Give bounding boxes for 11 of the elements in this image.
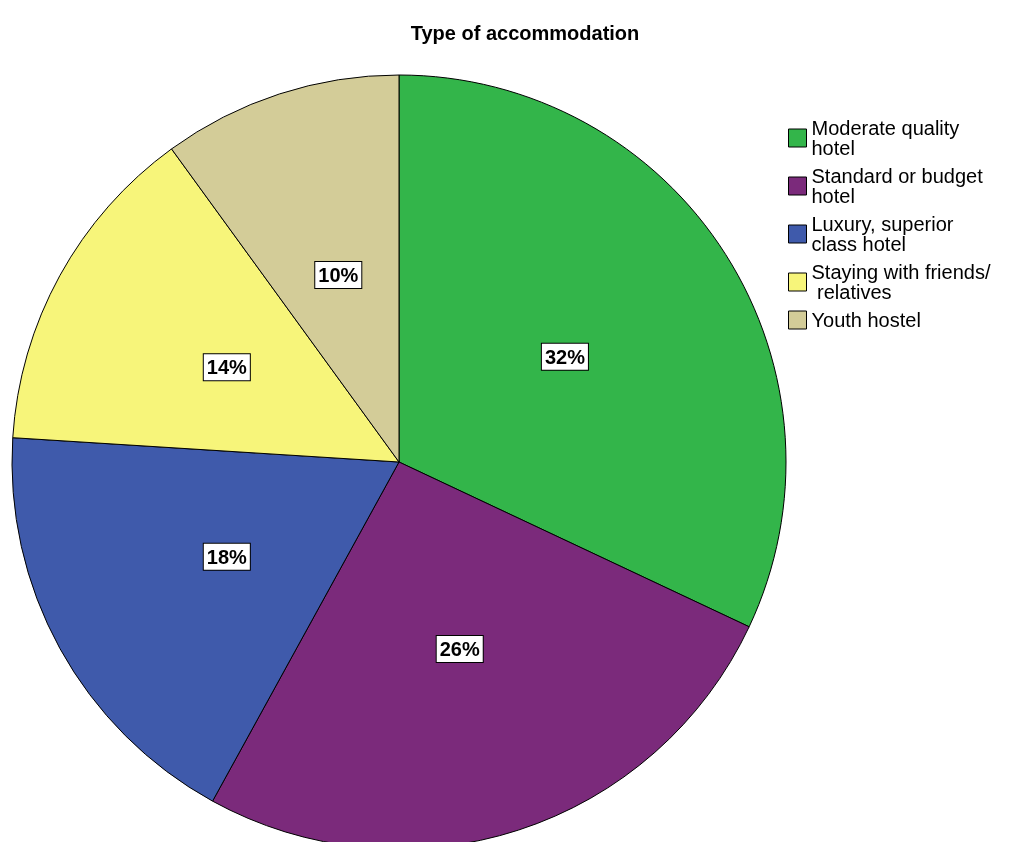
data-label: 10%	[318, 264, 359, 287]
data-label: 14%	[206, 356, 248, 379]
legend-label: Youth hostel	[811, 309, 921, 331]
legend-label: Standard or budget hotel	[811, 165, 989, 207]
legend-label: Moderate quality hotel	[811, 117, 965, 159]
chart-title: Type of accommodation	[410, 22, 640, 44]
data-label: 26%	[439, 637, 480, 660]
data-label: 32%	[544, 345, 586, 368]
legend-label: Staying with friends/ relatives	[811, 261, 991, 303]
legend-label: Luxury, superior class hotel	[811, 213, 959, 255]
data-label: 18%	[206, 545, 248, 568]
